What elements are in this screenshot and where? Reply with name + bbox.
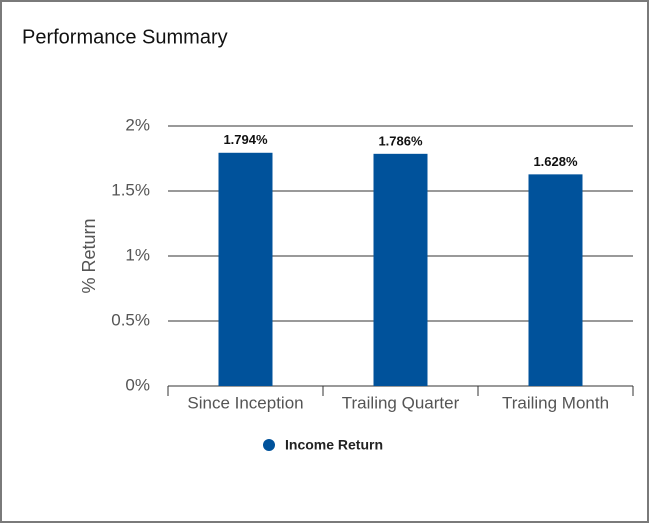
data-label: 1.794% xyxy=(223,132,268,147)
data-label: 1.786% xyxy=(378,133,423,148)
y-tick-label: 1% xyxy=(125,245,150,264)
bar xyxy=(218,152,273,386)
bar xyxy=(528,174,583,386)
y-tick-label: 0% xyxy=(125,375,150,394)
legend-label: Income Return xyxy=(285,437,383,453)
x-tick-label: Since Inception xyxy=(187,393,303,412)
x-tick-label: Trailing Quarter xyxy=(342,393,460,412)
legend-marker xyxy=(263,439,275,451)
bar xyxy=(373,153,428,386)
y-tick-label: 2% xyxy=(125,115,150,134)
data-label: 1.628% xyxy=(533,154,578,169)
x-tick-label: Trailing Month xyxy=(502,393,609,412)
y-tick-label: 1.5% xyxy=(111,180,150,199)
y-tick-label: 0.5% xyxy=(111,310,150,329)
y-axis-label: % Return xyxy=(79,218,99,293)
chart-title: Performance Summary xyxy=(22,26,228,48)
